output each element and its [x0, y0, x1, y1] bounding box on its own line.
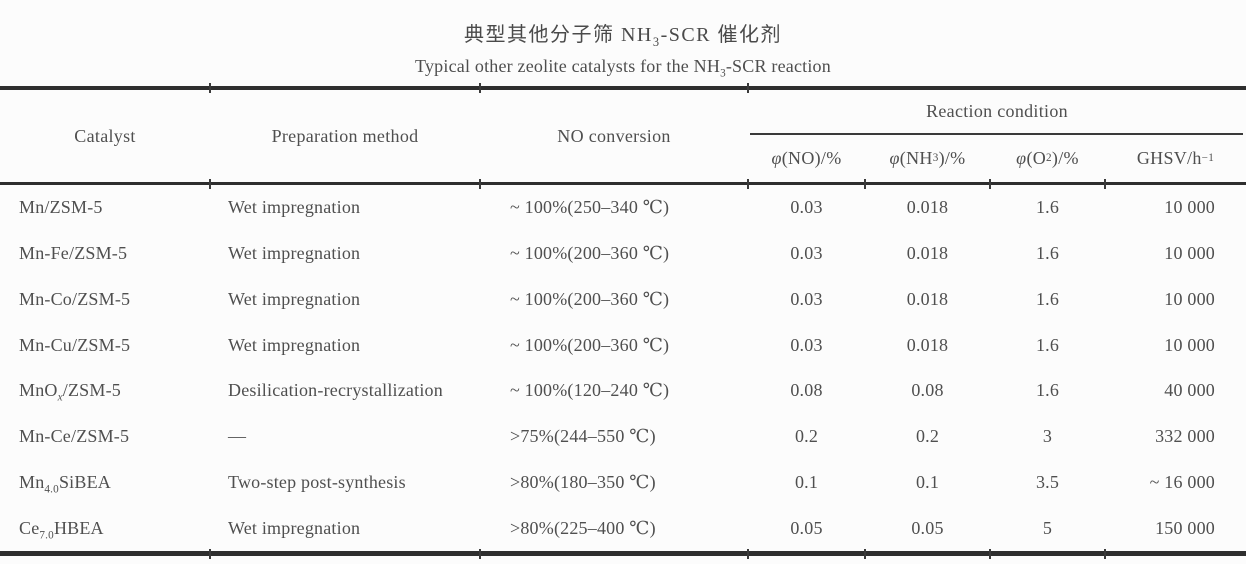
cell-no-conversion: ~ 100%(200–360 ℃)	[510, 243, 670, 264]
header-cell-phi-o2: φ (O 2)/%	[1016, 147, 1079, 168]
cell-preparation: Wet impregnation	[228, 334, 361, 355]
cell-catalyst: Mn-Fe/ZSM-5	[19, 243, 128, 264]
header-group-reaction-condition: Reaction condition	[926, 101, 1068, 121]
rule-tick	[1104, 549, 1106, 559]
table-title-zh: 典型其他分子筛 NH3-SCR 催化剂	[463, 24, 783, 49]
cell-preparation: Wet impregnation	[228, 197, 361, 218]
cell-phi-no: 0.08	[790, 380, 823, 401]
table-row: Mn4.0SiBEA Two-step post-synthesis >80%(…	[0, 460, 1246, 506]
table-row: Mn-Co/ZSM-5 Wet impregnation ~ 100%(200–…	[0, 277, 1246, 323]
rule-tick	[747, 179, 749, 189]
header-cell-catalyst: Catalyst	[74, 125, 136, 146]
table-top-rule	[0, 86, 1246, 90]
cell-phi-nh3: 0.08	[911, 380, 944, 401]
cell-phi-no: 0.03	[790, 288, 823, 309]
rule-tick	[479, 549, 481, 559]
rule-tick	[479, 179, 481, 189]
header-cell-no-conversion: NO conversion	[557, 125, 671, 146]
cell-preparation: Wet impregnation	[228, 517, 361, 538]
header-cell-phi-nh3: φ (NH 3)/%	[889, 147, 966, 168]
rule-tick	[479, 83, 481, 93]
cell-catalyst: Mn-Cu/ZSM-5	[19, 334, 131, 355]
rule-tick	[747, 549, 749, 559]
cell-catalyst: Mn-Co/ZSM-5	[19, 288, 131, 309]
cell-phi-no: 0.03	[790, 197, 823, 218]
cell-ghsv: 10 000	[1164, 288, 1215, 309]
cell-phi-o2: 3.5	[1035, 471, 1060, 492]
cell-preparation: Two-step post-synthesis	[228, 471, 406, 492]
cell-catalyst: Ce7.0HBEA	[19, 517, 104, 542]
cell-ghsv: 10 000	[1164, 197, 1215, 218]
cell-phi-o2: 5	[1042, 517, 1053, 538]
cell-catalyst: Mn-Ce/ZSM-5	[19, 426, 130, 447]
cell-no-conversion: >80%(225–400 ℃)	[510, 517, 656, 538]
table-body: Mn/ZSM-5 Wet impregnation ~ 100%(250–340…	[0, 185, 1246, 551]
cell-preparation: Wet impregnation	[228, 243, 361, 264]
cell-phi-o2: 1.6	[1035, 334, 1060, 355]
header-body-rule	[0, 182, 1246, 185]
cell-phi-nh3: 0.018	[906, 243, 949, 264]
header-cell-ghsv: GHSV/h −1	[1136, 147, 1215, 168]
cell-ghsv: ~ 16 000	[1149, 471, 1215, 492]
table-bottom-rule	[0, 551, 1246, 556]
table-row: Mn-Ce/ZSM-5 — >75%(244–550 ℃) 0.2 0.2 3 …	[0, 414, 1246, 460]
rule-tick	[864, 549, 866, 559]
rule-tick	[209, 549, 211, 559]
cell-phi-nh3: 0.1	[915, 471, 940, 492]
cell-phi-no: 0.05	[790, 517, 823, 538]
cell-phi-o2: 1.6	[1035, 288, 1060, 309]
cell-phi-nh3: 0.018	[906, 288, 949, 309]
table-row: Mn-Cu/ZSM-5 Wet impregnation ~ 100%(200–…	[0, 322, 1246, 368]
cell-no-conversion: ~ 100%(120–240 ℃)	[510, 380, 670, 401]
rule-tick	[209, 179, 211, 189]
rule-tick	[747, 83, 749, 93]
cell-ghsv: 332 000	[1155, 426, 1215, 447]
reaction-group-rule	[750, 133, 1243, 135]
cell-no-conversion: ~ 100%(250–340 ℃)	[510, 197, 670, 218]
table-row: MnOx/ZSM-5 Desilication-recrystallizatio…	[0, 368, 1246, 414]
cell-preparation: Wet impregnation	[228, 288, 361, 309]
cell-preparation: —	[228, 426, 247, 447]
cell-catalyst: Mn/ZSM-5	[19, 197, 103, 218]
table-title-en: Typical other zeolite catalysts for the …	[415, 56, 831, 80]
cell-phi-o2: 1.6	[1035, 243, 1060, 264]
cell-ghsv: 40 000	[1164, 380, 1215, 401]
cell-ghsv: 150 000	[1155, 517, 1215, 538]
cell-phi-nh3: 0.018	[906, 197, 949, 218]
cell-phi-nh3: 0.2	[915, 426, 940, 447]
rule-tick	[989, 549, 991, 559]
cell-phi-o2: 3	[1042, 426, 1053, 447]
cell-phi-no: 0.03	[790, 243, 823, 264]
cell-phi-o2: 1.6	[1035, 197, 1060, 218]
cell-phi-no: 0.2	[794, 426, 819, 447]
rule-tick	[1104, 179, 1106, 189]
cell-ghsv: 10 000	[1164, 334, 1215, 355]
table-row: Mn/ZSM-5 Wet impregnation ~ 100%(250–340…	[0, 185, 1246, 231]
header-cell-preparation-method: Preparation method	[271, 125, 419, 146]
cell-catalyst: MnOx/ZSM-5	[19, 380, 121, 404]
cell-no-conversion: ~ 100%(200–360 ℃)	[510, 334, 670, 355]
cell-no-conversion: >75%(244–550 ℃)	[510, 426, 656, 447]
rule-tick	[864, 179, 866, 189]
rule-tick	[209, 83, 211, 93]
cell-catalyst: Mn4.0SiBEA	[19, 471, 111, 496]
table-row: Ce7.0HBEA Wet impregnation >80%(225–400 …	[0, 505, 1246, 551]
cell-phi-no: 0.03	[790, 334, 823, 355]
cell-phi-nh3: 0.018	[906, 334, 949, 355]
cell-no-conversion: >80%(180–350 ℃)	[510, 471, 656, 492]
cell-phi-no: 0.1	[794, 471, 819, 492]
table-row: Mn-Fe/ZSM-5 Wet impregnation ~ 100%(200–…	[0, 231, 1246, 277]
header-cell-phi-no: φ (NO)/%	[771, 147, 842, 168]
cell-phi-nh3: 0.05	[911, 517, 944, 538]
cell-preparation: Desilication-recrystallization	[228, 380, 443, 401]
cell-phi-o2: 1.6	[1035, 380, 1060, 401]
cell-no-conversion: ~ 100%(200–360 ℃)	[510, 288, 670, 309]
rule-tick	[989, 179, 991, 189]
cell-ghsv: 10 000	[1164, 243, 1215, 264]
